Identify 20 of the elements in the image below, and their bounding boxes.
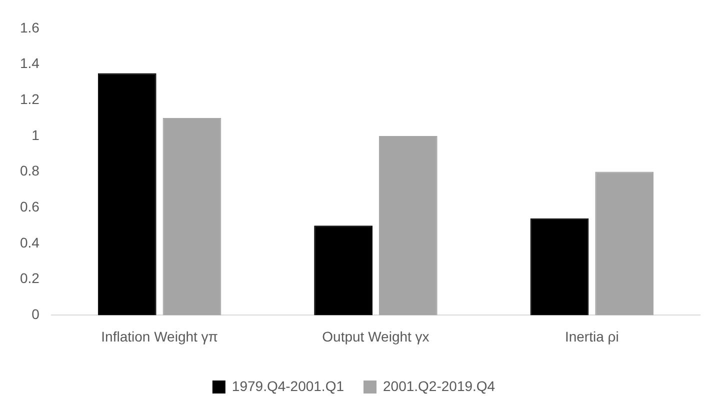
legend-label: 1979.Q4-2001.Q1 (232, 378, 344, 394)
y-tick-label: 1.4 (20, 55, 40, 72)
legend-label: 2001.Q2-2019.Q4 (383, 378, 496, 394)
bar (98, 73, 156, 316)
y-tick-label: 0.6 (20, 198, 40, 215)
y-tick-label: 0.2 (20, 270, 40, 286)
y-tick-label: 0.8 (20, 162, 40, 179)
y-tick-label: 0 (32, 306, 40, 322)
x-tick-label: Inflation Weight γπ (101, 328, 218, 344)
y-tick-label: 1 (32, 126, 40, 143)
y-tick-label: 0.4 (20, 234, 40, 250)
bar (595, 172, 654, 316)
x-tick-label: Inertia ρi (564, 328, 619, 344)
y-tick-label: 1.6 (20, 19, 40, 36)
bar (530, 218, 589, 316)
bar (162, 118, 222, 316)
x-tick-label: Output Weight γx (322, 328, 430, 344)
bar (314, 226, 372, 316)
bar (378, 136, 438, 316)
y-tick-label: 1.2 (20, 90, 40, 107)
